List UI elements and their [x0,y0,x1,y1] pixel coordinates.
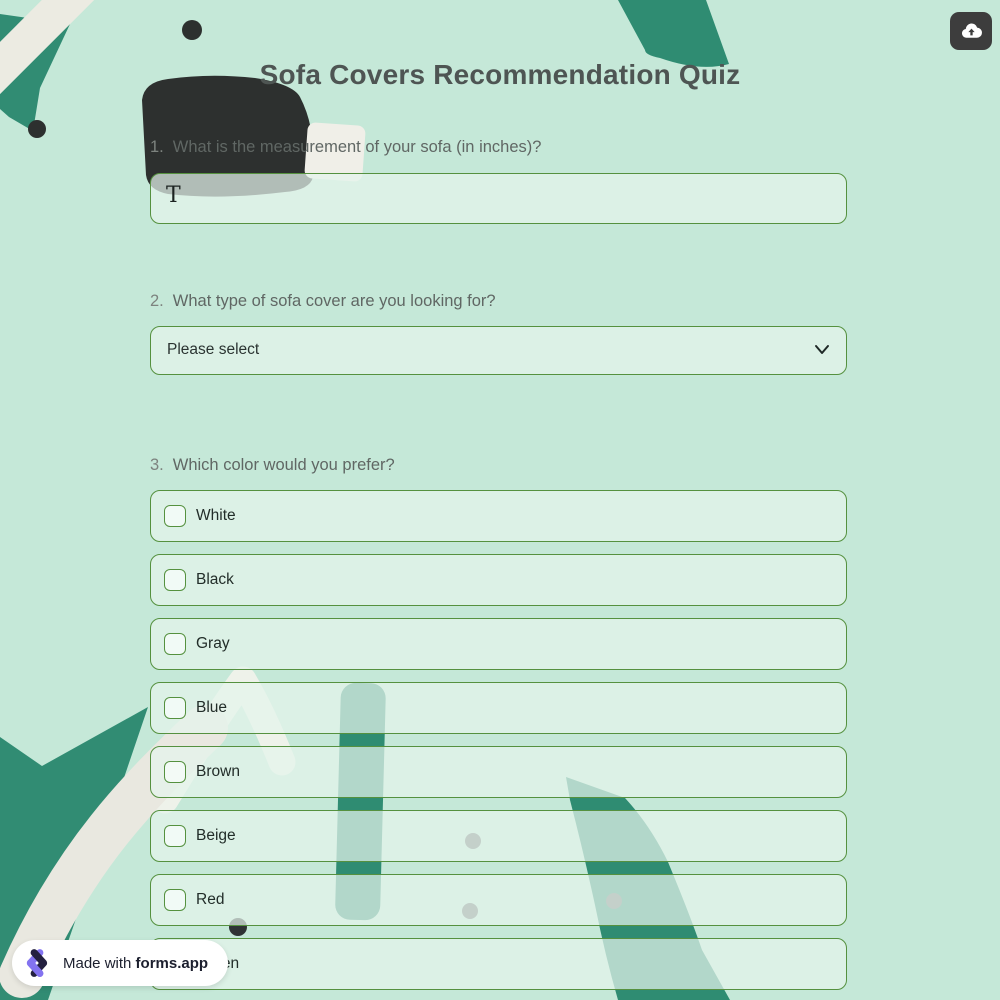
badge-prefix: Made with [63,954,132,972]
question-number: 3. [150,456,164,474]
question-text: What type of sofa cover are you looking … [172,292,496,310]
badge-text: Made with forms.app [63,955,208,972]
question-3-label: 3. Which color would you prefer? [150,456,850,475]
option-label: Black [196,571,234,588]
checkbox[interactable] [164,825,186,847]
question-text: Which color would you prefer? [172,456,395,474]
cloud-upload-button[interactable] [950,12,992,50]
checkbox[interactable] [164,761,186,783]
badge-brand: forms.app [135,954,209,972]
cloud-upload-icon [961,22,982,38]
color-option-beige[interactable]: Beige [150,810,847,862]
page-title: Sofa Covers Recommendation Quiz [259,58,741,90]
color-option-green[interactable]: Green [150,938,847,990]
select-value: Please select [167,341,260,358]
color-option-red[interactable]: Red [150,874,847,926]
color-option-brown[interactable]: Brown [150,746,847,798]
question-text: What is the measurement of your sofa (in… [172,138,542,156]
checkbox[interactable] [164,889,186,911]
option-label: White [196,507,236,524]
decor-dark-blob [142,75,313,197]
decor-title-teal-shape [618,0,729,67]
cover-type-select[interactable]: Please select [150,326,847,375]
color-option-blue[interactable]: Blue [150,682,847,734]
chevron-down-icon [815,345,829,354]
checkbox[interactable] [164,697,186,719]
question-2-label: 2. What type of sofa cover are you looki… [150,292,850,311]
color-option-black[interactable]: Black [150,554,847,606]
decor-topleft-cream-stripe [0,0,95,95]
checkbox[interactable] [164,505,186,527]
color-option-white[interactable]: White [150,490,847,542]
checkbox[interactable] [164,569,186,591]
measurement-text-input[interactable]: T [150,173,847,224]
text-cursor-glyph: T [166,183,181,208]
checkbox[interactable] [164,633,186,655]
decor-dot [28,120,46,138]
question-1-label: 1. What is the measurement of your sofa … [150,138,850,157]
option-label: Gray [196,635,230,652]
forms-app-logo-icon [26,949,48,977]
question-number: 2. [150,292,164,310]
decor-dot [182,20,202,40]
option-label: Red [196,891,225,908]
option-label: Brown [196,763,240,780]
question-number: 1. [150,138,164,156]
decor-cream-rect [304,122,366,182]
color-option-gray[interactable]: Gray [150,618,847,670]
made-with-badge[interactable]: Made with forms.app [12,940,229,986]
option-label: Blue [196,699,228,716]
option-label: Beige [196,827,236,844]
